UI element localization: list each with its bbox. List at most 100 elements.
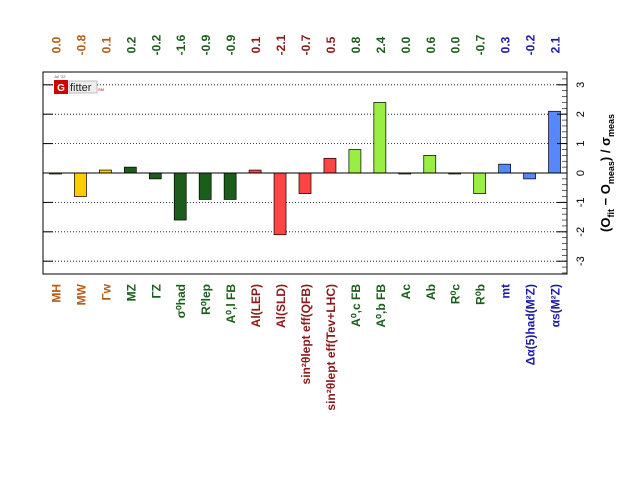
y-tick-label: 2 bbox=[575, 111, 587, 117]
svg-text:0.0: 0.0 bbox=[399, 36, 413, 53]
svg-text:0.1: 0.1 bbox=[99, 36, 113, 53]
bar-13 bbox=[373, 102, 387, 174]
svg-text:0.1: 0.1 bbox=[249, 36, 263, 53]
gfitter-logo: Jul '22 G fitter SM bbox=[54, 74, 104, 94]
svg-text:-0.2: -0.2 bbox=[149, 34, 163, 55]
y-tick-label: 1 bbox=[575, 141, 587, 147]
bar-5 bbox=[173, 172, 187, 221]
y-tick-label: -3 bbox=[575, 256, 587, 266]
category-labels: MH MW Γw MZ ΓZ σ⁰had R⁰lep A⁰,l FB Al(LEP) Al(SLD… bbox=[49, 283, 562, 410]
svg-text:0.8: 0.8 bbox=[349, 36, 363, 53]
svg-text:A⁰,c FB: A⁰,c FB bbox=[349, 284, 363, 327]
svg-text:2.1: 2.1 bbox=[549, 36, 563, 53]
svg-text:-1.6: -1.6 bbox=[174, 34, 188, 55]
category-label: Al(LEP) bbox=[249, 284, 263, 327]
svg-text:-2: -2 bbox=[575, 227, 587, 237]
svg-text:2.4: 2.4 bbox=[374, 36, 388, 53]
svg-text:Al(SLD): Al(SLD) bbox=[274, 284, 288, 328]
svg-text:-0.9: -0.9 bbox=[199, 34, 213, 55]
logo-tag: SM bbox=[98, 87, 104, 92]
logo-text: fitter bbox=[70, 82, 92, 94]
svg-text:Ac: Ac bbox=[399, 284, 413, 300]
svg-text:sin²θlept eff(QFB): sin²θlept eff(QFB) bbox=[299, 284, 313, 384]
category-label: R⁰lep bbox=[199, 284, 213, 315]
value-label: -1.6 bbox=[174, 34, 188, 55]
value-label: 2.4 bbox=[374, 36, 388, 53]
category-label: σ⁰had bbox=[174, 284, 188, 318]
svg-text:A⁰,l FB: A⁰,l FB bbox=[224, 284, 238, 324]
value-label: -0.9 bbox=[199, 34, 213, 55]
value-label: -0.2 bbox=[149, 34, 163, 55]
svg-text:ΓZ: ΓZ bbox=[149, 284, 163, 299]
y-tick-label: 3 bbox=[575, 82, 587, 88]
category-label: ΓZ bbox=[149, 284, 163, 299]
svg-text:0.5: 0.5 bbox=[324, 36, 338, 53]
logo-letter: G bbox=[57, 83, 65, 94]
bar-6 bbox=[198, 172, 212, 200]
value-label: 0.6 bbox=[424, 36, 438, 53]
value-labels: 0.0 -0.8 0.1 0.2 -0.2 -1.6 -0.9 -0.9 0.1 -2.1 -0.7… bbox=[49, 34, 562, 55]
category-label: A⁰,c FB bbox=[349, 284, 363, 327]
value-label: 0.3 bbox=[499, 36, 513, 53]
value-label: 0.1 bbox=[99, 36, 113, 53]
y-axis-ticks: -3 -2 -1 0 1 2 3 bbox=[43, 78, 587, 274]
value-label: 2.1 bbox=[549, 36, 563, 53]
svg-text:Γw: Γw bbox=[99, 283, 113, 300]
category-label: Ab bbox=[424, 284, 438, 300]
logo-date: Jul '22 bbox=[54, 74, 66, 79]
category-label: MH bbox=[49, 284, 63, 303]
category-label: Ac bbox=[399, 284, 413, 300]
svg-text:3: 3 bbox=[575, 82, 587, 88]
bars bbox=[49, 102, 561, 236]
svg-text:A⁰,b FB: A⁰,b FB bbox=[374, 284, 388, 328]
svg-text:sin²θlept eff(Tev+LHC): sin²θlept eff(Tev+LHC) bbox=[324, 284, 338, 411]
bar-18 bbox=[498, 163, 511, 174]
category-label: sin²θlept eff(QFB) bbox=[299, 284, 313, 384]
svg-text:-1: -1 bbox=[575, 198, 587, 208]
category-label: A⁰,l FB bbox=[224, 284, 238, 324]
y-tick-label: 0 bbox=[575, 170, 587, 176]
svg-text:0.6: 0.6 bbox=[424, 36, 438, 53]
category-label: Γw bbox=[99, 283, 113, 300]
svg-text:-0.7: -0.7 bbox=[474, 34, 488, 55]
y-tick-label: -1 bbox=[575, 198, 587, 208]
bar-20 bbox=[548, 110, 561, 174]
y-tick-label: -2 bbox=[575, 227, 587, 237]
category-label: A⁰,b FB bbox=[374, 284, 388, 328]
svg-text:MH: MH bbox=[49, 284, 63, 303]
bar-17 bbox=[473, 172, 487, 194]
svg-text:MZ: MZ bbox=[124, 284, 138, 301]
value-label: -0.8 bbox=[74, 34, 88, 55]
svg-text:R⁰b: R⁰b bbox=[474, 284, 488, 305]
category-label: R⁰c bbox=[449, 284, 463, 304]
svg-text:(Ofit − Omeas) / σmeas: (Ofit − Omeas) / σmeas bbox=[598, 114, 616, 232]
bar-11 bbox=[323, 157, 337, 174]
svg-text:Al(LEP): Al(LEP) bbox=[249, 284, 263, 327]
svg-text:mt: mt bbox=[499, 284, 513, 299]
bar-15 bbox=[423, 155, 437, 174]
svg-text:0.3: 0.3 bbox=[499, 36, 513, 53]
value-label: 0.0 bbox=[399, 36, 413, 53]
bar-9 bbox=[273, 172, 287, 236]
svg-text:-0.9: -0.9 bbox=[224, 34, 238, 55]
value-label: 0.2 bbox=[124, 36, 138, 53]
category-label: R⁰b bbox=[474, 284, 488, 305]
bar-7 bbox=[223, 172, 237, 200]
grid-lines bbox=[43, 84, 567, 262]
category-label: mt bbox=[499, 284, 513, 299]
bar-3 bbox=[123, 166, 137, 174]
svg-text:-3: -3 bbox=[575, 256, 587, 266]
svg-text:Ab: Ab bbox=[424, 284, 438, 300]
value-label: -0.2 bbox=[524, 34, 538, 55]
svg-text:0.2: 0.2 bbox=[124, 36, 138, 53]
svg-text:R⁰c: R⁰c bbox=[449, 284, 463, 304]
category-label: MZ bbox=[124, 284, 138, 301]
svg-text:-0.7: -0.7 bbox=[299, 34, 313, 55]
value-label: 0.8 bbox=[349, 36, 363, 53]
bar-12 bbox=[348, 149, 362, 174]
svg-text:2: 2 bbox=[575, 111, 587, 117]
bar-1 bbox=[74, 172, 87, 197]
svg-text:-2.1: -2.1 bbox=[274, 34, 288, 55]
value-label: 0.0 bbox=[449, 36, 463, 53]
